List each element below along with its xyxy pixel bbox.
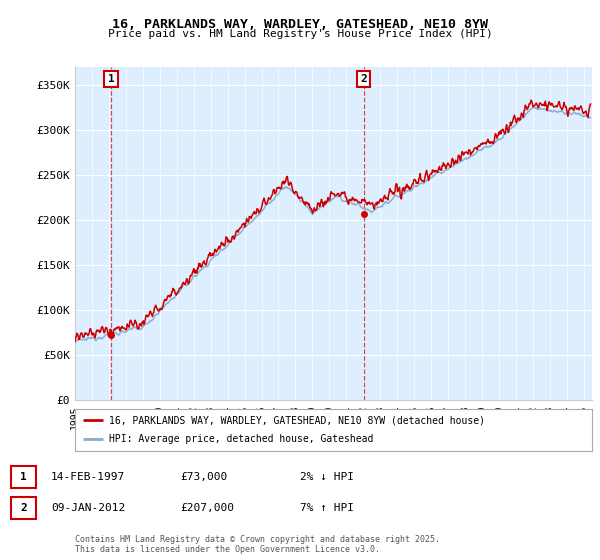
Text: 2: 2 [20, 503, 27, 513]
Text: 14-FEB-1997: 14-FEB-1997 [51, 472, 125, 482]
Text: £207,000: £207,000 [180, 503, 234, 513]
Text: 2% ↓ HPI: 2% ↓ HPI [300, 472, 354, 482]
Text: 16, PARKLANDS WAY, WARDLEY, GATESHEAD, NE10 8YW (detached house): 16, PARKLANDS WAY, WARDLEY, GATESHEAD, N… [109, 415, 485, 425]
Text: 16, PARKLANDS WAY, WARDLEY, GATESHEAD, NE10 8YW: 16, PARKLANDS WAY, WARDLEY, GATESHEAD, N… [112, 18, 488, 31]
Text: Price paid vs. HM Land Registry's House Price Index (HPI): Price paid vs. HM Land Registry's House … [107, 29, 493, 39]
Text: 1: 1 [20, 472, 27, 482]
Text: £73,000: £73,000 [180, 472, 227, 482]
Text: 09-JAN-2012: 09-JAN-2012 [51, 503, 125, 513]
Text: Contains HM Land Registry data © Crown copyright and database right 2025.
This d: Contains HM Land Registry data © Crown c… [75, 535, 440, 554]
Text: 7% ↑ HPI: 7% ↑ HPI [300, 503, 354, 513]
Text: 2: 2 [361, 74, 367, 84]
Text: HPI: Average price, detached house, Gateshead: HPI: Average price, detached house, Gate… [109, 435, 373, 445]
Text: 1: 1 [107, 74, 115, 84]
